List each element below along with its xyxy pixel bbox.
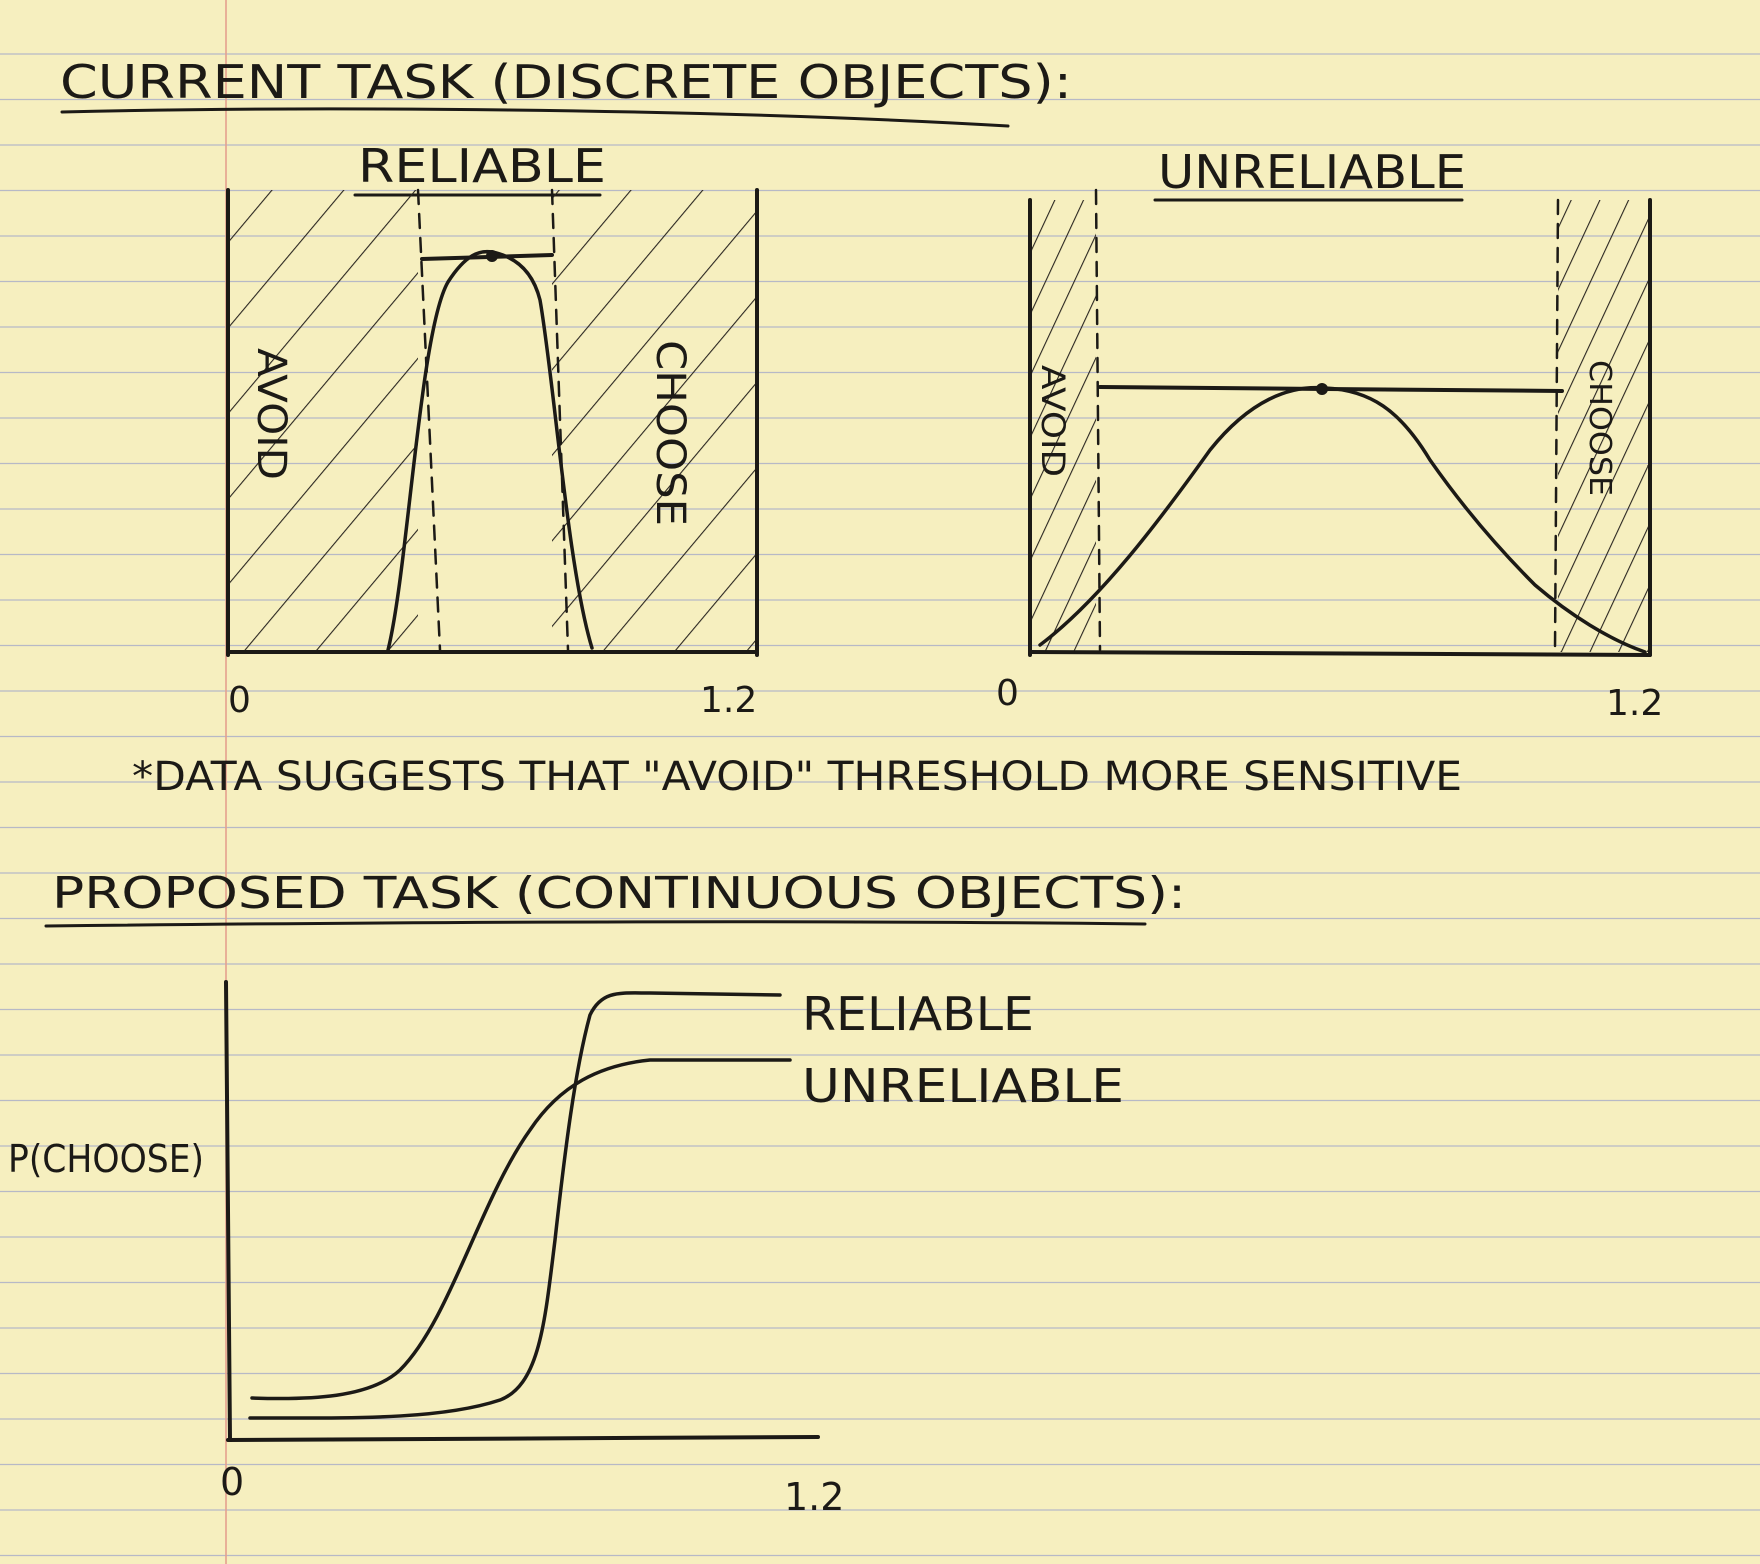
proposed-chart: RELIABLE UNRELIABLE P(CHOOSE) 0 1.2	[8, 980, 1124, 1519]
proposed-x-axis	[226, 1435, 820, 1442]
proposed-task-heading: PROPOSED TASK (CONTINUOUS OBJECTS):	[52, 868, 1186, 919]
unreliable-curve	[1038, 385, 1647, 654]
unreliable-choose-label: CHOOSE	[1582, 360, 1617, 496]
avoid-threshold-note: *DATA SUGGESTS THAT "AVOID" THRESHOLD MO…	[132, 754, 1462, 800]
reliable-peak-marker	[486, 250, 498, 262]
unreliable-choose-threshold	[1553, 198, 1560, 652]
unreliable-avoid-label: AVOID	[1034, 365, 1072, 477]
proposed-x-min-label: 0	[220, 1460, 244, 1504]
proposed-task-underline	[44, 920, 1147, 928]
reliable-x-min-label: 0	[228, 680, 251, 721]
unreliable-series-label: UNRELIABLE	[802, 1059, 1124, 1113]
reliable-avoid-region	[228, 190, 418, 650]
unreliable-avoid-region	[1030, 200, 1096, 652]
unreliable-panel: UNRELIABLE AVOID CHOOSE 0 1.2	[996, 145, 1663, 724]
unreliable-choose-region	[1558, 200, 1650, 652]
reliable-series-label: RELIABLE	[802, 987, 1034, 1041]
proposed-x-max-label: 1.2	[784, 1475, 844, 1519]
proposed-y-axis	[224, 980, 232, 1442]
reliable-panel-title: RELIABLE	[358, 139, 606, 193]
reliable-avoid-label: AVOID	[248, 348, 294, 480]
unreliable-peak-marker	[1316, 383, 1328, 395]
unreliable-peak-bar	[1098, 385, 1564, 393]
reliable-sigmoid-curve	[248, 991, 782, 1420]
unreliable-avoid-threshold	[1094, 188, 1102, 652]
unreliable-x-min-label: 0	[996, 673, 1019, 714]
reliable-x-max-label: 1.2	[700, 680, 757, 721]
current-task-heading: CURRENT TASK (DISCRETE OBJECTS):	[60, 55, 1072, 109]
unreliable-panel-title: UNRELIABLE	[1158, 145, 1466, 199]
reliable-panel: RELIABLE AVOID CHOOSE 0 1.2	[226, 139, 759, 721]
unreliable-sigmoid-curve	[250, 1058, 792, 1401]
unreliable-x-axis	[1028, 650, 1652, 657]
reliable-avoid-threshold	[416, 188, 442, 652]
proposed-y-axis-label: P(CHOOSE)	[8, 1137, 204, 1181]
reliable-choose-region	[552, 190, 757, 650]
unreliable-x-max-label: 1.2	[1606, 683, 1663, 724]
reliable-choose-label: CHOOSE	[647, 340, 693, 526]
reliable-choose-threshold	[550, 188, 570, 652]
current-task-underline	[60, 107, 1010, 128]
